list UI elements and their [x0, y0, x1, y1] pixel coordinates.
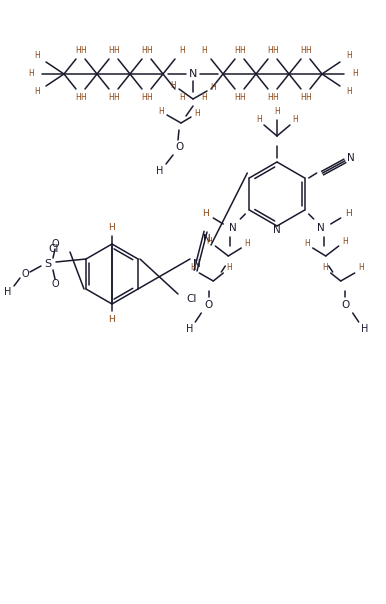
Text: O: O — [51, 279, 59, 289]
Text: Cl: Cl — [187, 294, 197, 304]
Text: H: H — [194, 109, 200, 118]
Text: H: H — [28, 69, 34, 79]
Text: N: N — [273, 225, 281, 235]
Text: H: H — [4, 287, 12, 297]
Text: H: H — [202, 210, 209, 219]
Text: O: O — [342, 300, 350, 310]
Text: N: N — [189, 69, 197, 79]
Text: H: H — [256, 115, 262, 124]
Text: Cl: Cl — [49, 244, 59, 254]
Text: H: H — [75, 47, 81, 55]
Text: N: N — [317, 223, 325, 233]
Text: H: H — [305, 47, 311, 55]
Text: N: N — [193, 259, 201, 269]
Text: H: H — [274, 108, 280, 117]
Text: O: O — [204, 300, 212, 310]
Text: H: H — [210, 83, 216, 91]
Text: H: H — [108, 315, 115, 324]
Text: H: H — [179, 47, 185, 55]
Text: H: H — [267, 93, 273, 101]
Text: N: N — [347, 153, 355, 163]
Text: S: S — [44, 259, 52, 269]
Text: H: H — [305, 93, 311, 101]
Text: H: H — [346, 51, 352, 60]
Text: H: H — [358, 263, 364, 272]
Text: H: H — [75, 93, 81, 101]
Text: H: H — [346, 88, 352, 97]
Text: H: H — [234, 93, 240, 101]
Text: H: H — [345, 210, 352, 219]
Text: H: H — [292, 115, 298, 124]
Text: H: H — [156, 166, 164, 176]
Text: N: N — [229, 223, 237, 233]
Text: H: H — [190, 263, 196, 272]
Text: H: H — [34, 51, 40, 60]
Text: H: H — [113, 47, 119, 55]
Text: H: H — [304, 239, 310, 248]
Text: H: H — [141, 93, 147, 101]
Text: H: H — [108, 47, 113, 55]
Text: O: O — [21, 269, 29, 279]
Text: H: H — [322, 263, 328, 272]
Text: H: H — [158, 106, 164, 115]
Text: H: H — [80, 93, 86, 101]
Text: H: H — [108, 93, 113, 101]
Text: H: H — [201, 93, 207, 101]
Text: H: H — [361, 324, 368, 334]
Text: H: H — [273, 47, 278, 55]
Text: H: H — [201, 47, 207, 55]
Text: N: N — [203, 234, 211, 244]
Text: H: H — [227, 263, 232, 272]
Text: H: H — [300, 93, 306, 101]
Text: H: H — [34, 88, 40, 97]
Text: H: H — [244, 239, 250, 248]
Text: H: H — [108, 222, 115, 231]
Text: H: H — [141, 47, 147, 55]
Text: O: O — [176, 142, 184, 152]
Text: O: O — [51, 239, 59, 249]
Text: H: H — [146, 93, 152, 101]
Text: H: H — [267, 47, 273, 55]
Text: H: H — [300, 47, 306, 55]
Text: H: H — [234, 47, 240, 55]
Text: H: H — [186, 324, 193, 334]
Text: H: H — [352, 69, 358, 79]
Text: H: H — [239, 47, 245, 55]
Text: H: H — [239, 93, 245, 101]
Text: H: H — [113, 93, 119, 101]
Text: H: H — [273, 93, 278, 101]
Text: H: H — [207, 237, 212, 245]
Text: H: H — [80, 47, 86, 55]
Text: H: H — [146, 47, 152, 55]
Text: H: H — [179, 93, 185, 101]
Text: H: H — [170, 80, 176, 89]
Text: H: H — [342, 237, 347, 245]
